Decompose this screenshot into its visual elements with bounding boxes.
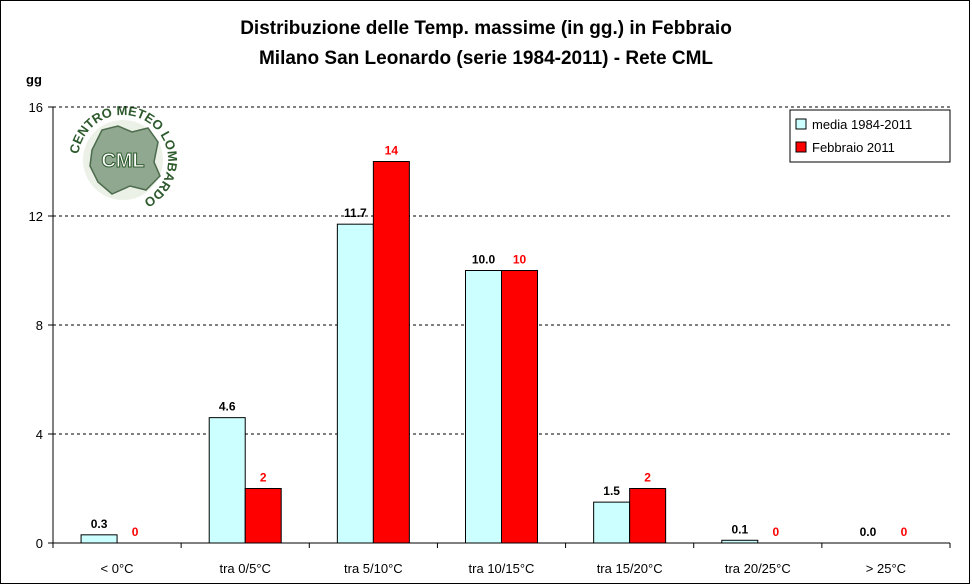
data-label: 0.3 [91, 517, 108, 531]
bar-febbraio [629, 488, 667, 544]
legend: media 1984-2011 Febbraio 2011 [789, 109, 951, 163]
data-label: 0 [901, 525, 908, 539]
data-label: 11.7 [344, 206, 367, 220]
data-label: 2 [260, 471, 267, 485]
x-tick-label: tra 20/25°C [725, 561, 791, 576]
chart-title-line-1: Distribuzione delle Temp. massime (in gg… [240, 18, 732, 39]
data-label: 10.0 [472, 253, 496, 267]
bars: 0.3 0 4.6 2 11.7 14 10.0 10 1.5 2 0.1 0 0.0 0 [80, 144, 908, 544]
data-label: 0 [132, 525, 139, 539]
x-axis: < 0°C tra 0/5°C tra 5/10°C tra 10/15°C tra 1… [52, 542, 951, 576]
y-axis-label: gg [26, 72, 42, 87]
bar-media [465, 270, 502, 544]
data-label: 14 [385, 144, 399, 158]
data-label: 1.5 [603, 484, 620, 498]
data-label: 4.6 [219, 400, 236, 414]
legend-swatch-febbraio [795, 141, 807, 153]
data-label: 0 [772, 525, 779, 539]
y-tick-label: 12 [29, 209, 43, 224]
bar-media [80, 534, 118, 544]
chart-title-line-2: Milano San Leonardo (serie 1984-2011) - … [259, 48, 713, 69]
y-tick-label: 16 [29, 100, 43, 115]
lombardy-shape [89, 125, 161, 195]
x-tick-label: > 25°C [866, 561, 906, 576]
cml-logo: CML CENTRO METEO LOMBARDO [66, 103, 180, 211]
data-label: 0.1 [731, 522, 748, 536]
y-axis: 0 4 8 12 16 [29, 100, 54, 551]
y-tick-label: 8 [36, 318, 43, 333]
x-tick-label: tra 5/10°C [344, 561, 403, 576]
legend-swatch-media [795, 118, 807, 130]
data-label: 2 [644, 471, 651, 485]
legend-label-febbraio: Febbraio 2011 [812, 140, 895, 155]
legend-label-media: media 1984-2011 [812, 117, 912, 132]
logo-center-text: CML [101, 150, 144, 172]
x-tick-label: tra 15/20°C [597, 561, 663, 576]
bar-febbraio [244, 488, 282, 544]
data-label: 0.0 [860, 525, 877, 539]
x-tick-label: tra 0/5°C [219, 561, 270, 576]
data-label: 10 [513, 253, 527, 267]
y-tick-label: 4 [36, 427, 43, 442]
bar-media [593, 501, 631, 544]
x-tick-label: < 0°C [101, 561, 134, 576]
bar-media [336, 223, 374, 544]
x-tick-label: tra 10/15°C [469, 561, 535, 576]
bar-febbraio [372, 161, 410, 544]
bar-media [208, 417, 246, 544]
legend-box [789, 109, 951, 163]
bar-febbraio [501, 270, 538, 544]
y-tick-label: 0 [36, 536, 43, 551]
